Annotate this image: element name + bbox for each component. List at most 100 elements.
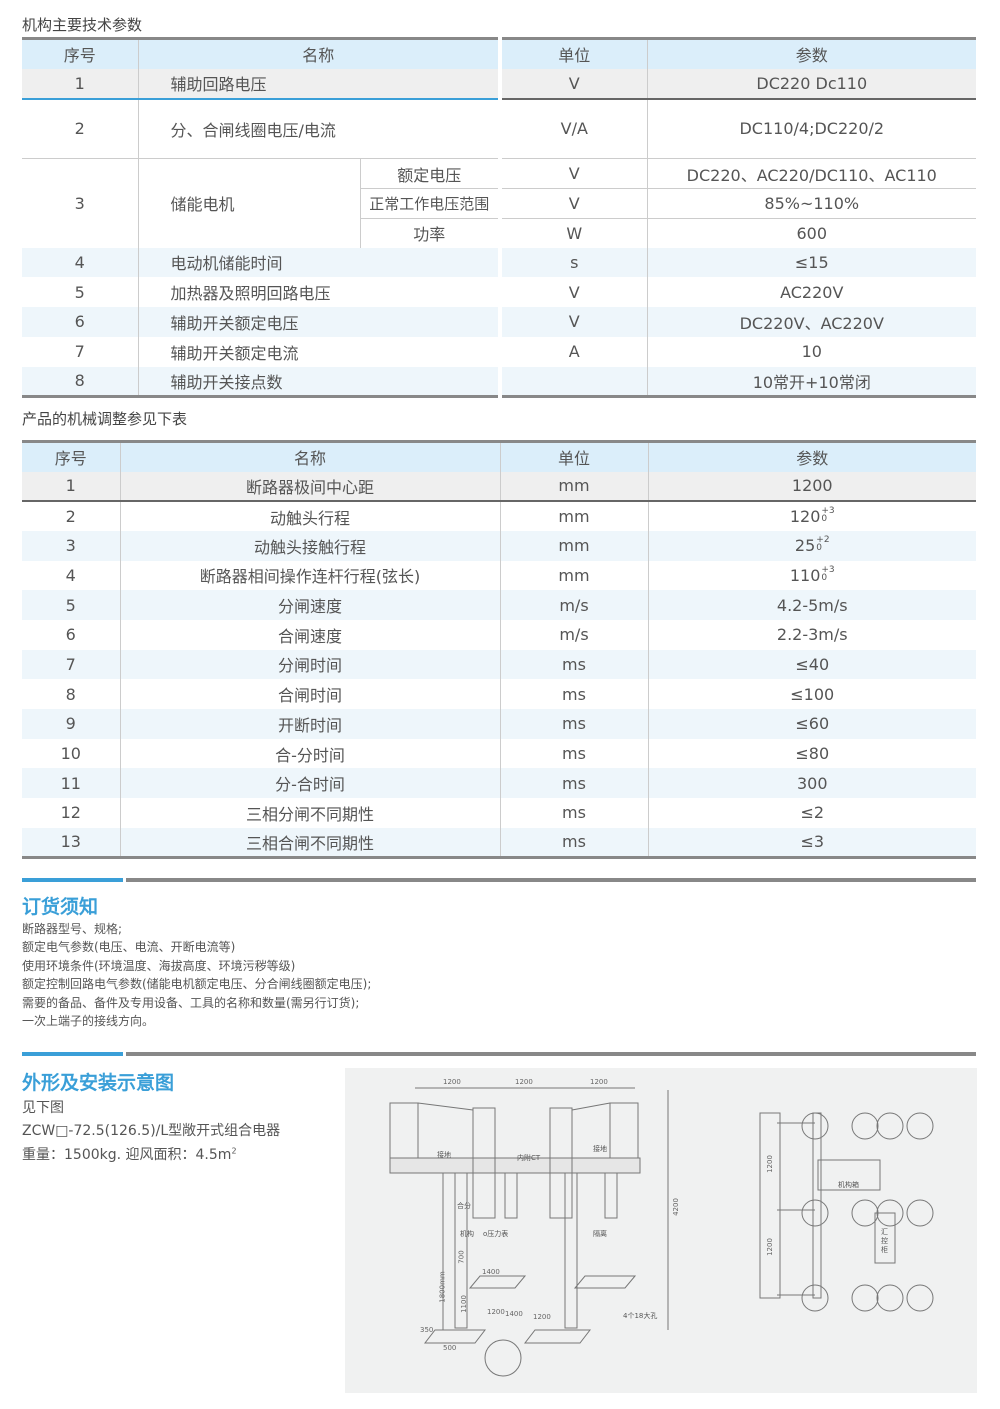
row-value: 120+3 0 — [647, 501, 976, 531]
drawing-label: 内附CT — [517, 1154, 541, 1162]
dimension-label: 1200 — [765, 1238, 774, 1256]
row-no: 6 — [22, 307, 138, 337]
row-no: 4 — [22, 247, 138, 278]
header-name: 名称 — [119, 440, 500, 472]
row-no: 11 — [22, 768, 120, 799]
header-value: 参数 — [646, 37, 977, 69]
tolerance-lower: 0 — [816, 543, 823, 554]
outline-title: 外形及安装示意图 — [22, 1072, 175, 1094]
installation-drawing: 1200 1200 1200 4200 1800mm 700 1100 1400 1200 140… — [345, 1068, 977, 1393]
row-name: 辅助开关额定电压 — [137, 307, 501, 337]
row-value: 110+3 0 — [647, 560, 976, 591]
row-name: 动触头行程 — [119, 501, 500, 531]
drawing-label: 汇控柜 — [881, 1228, 888, 1254]
row-no: 8 — [65, 684, 76, 704]
row-name: 断路器相间操作连杆行程(弦长) — [119, 560, 500, 591]
row-name: 辅助开关额定电流 — [137, 336, 501, 367]
dimension-label: 1200 — [533, 1313, 551, 1321]
drawing-label: 合分 — [457, 1202, 471, 1210]
section-divider-accent — [22, 878, 123, 882]
dimension-label: 1200 — [443, 1078, 461, 1086]
outline-weight: 重量：1500kg. 迎风面积：4.5m2 — [22, 1144, 237, 1164]
ordering-item: 使用环境条件(环境温度、海拔高度、环境污秽等级) — [22, 958, 296, 973]
dimension-label: 700 — [457, 1250, 466, 1264]
row-value: 10 — [646, 336, 977, 367]
row-value: 4.2-5m/s — [647, 590, 976, 620]
table-row: 2 动触头行程 mm 120+3 0 — [22, 501, 976, 531]
sub-unit: W — [498, 218, 648, 248]
row-name: 加热器及照明回路电压 — [137, 277, 501, 308]
pole-circle — [801, 1284, 829, 1312]
row-no: 10 — [60, 744, 81, 764]
row-unit — [498, 366, 648, 398]
dimension-label: 1800mm — [438, 1271, 447, 1303]
row-value: 2.2-3m/s — [647, 619, 976, 650]
row-value: ≤15 — [646, 247, 977, 278]
dimension-label: 500 — [443, 1344, 457, 1352]
row-name: 电动机储能时间 — [137, 247, 501, 278]
sub-name: 功率 — [359, 218, 501, 248]
value-text: 25 — [794, 536, 816, 556]
tolerance-upper: +2 — [816, 535, 830, 546]
table-row: 11 分-合时间 ms 300 — [22, 768, 976, 799]
table-row: 9 开断时间 ms ≤60 — [22, 709, 976, 739]
table-row: 10 合-分时间 ms ≤80 — [22, 738, 976, 769]
row-no: 6 — [65, 625, 76, 645]
table-row: 1 断路器极间中心距 mm 1200 — [22, 471, 976, 503]
sub-value: DC220、AC220/DC110、AC110 — [646, 158, 977, 189]
ordering-title: 订货须知 — [22, 896, 99, 918]
row-name: 合闸速度 — [119, 619, 500, 650]
header-no: 序号 — [22, 37, 138, 69]
value-text: 120 — [789, 507, 821, 527]
row-no: 4 — [65, 565, 76, 585]
tolerance-upper: +3 — [821, 506, 835, 517]
row-unit: mm — [499, 501, 648, 531]
table-row: 8 合闸时间 ms ≤100 — [22, 679, 976, 709]
table-row: 7 分闸时间 ms ≤40 — [22, 649, 976, 680]
pole-circle — [851, 1199, 879, 1227]
ordering-item: 需要的备品、备件及专用设备、工具的名称和数量(需另行订货); — [22, 995, 360, 1010]
row-unit: ms — [499, 827, 648, 859]
row-value: DC220 Dc110 — [646, 68, 977, 100]
drawing-label: 机构箱 — [838, 1181, 859, 1189]
tolerance-lower: 0 — [821, 572, 828, 583]
row-no: 7 — [74, 342, 85, 362]
dimension-label: 1400 — [505, 1310, 523, 1318]
pole-circle — [906, 1112, 934, 1140]
sub-unit: V — [498, 188, 648, 219]
drawing-label: 隔离 — [593, 1230, 607, 1238]
dimension-label: 4200 — [671, 1198, 680, 1216]
row-no: 3 — [22, 530, 120, 561]
row-no: 5 — [22, 590, 120, 620]
dimension-label: 350 — [420, 1326, 434, 1334]
row-name: 分闸速度 — [119, 590, 500, 620]
row-value: ≤80 — [647, 738, 976, 769]
row-no: 7 — [22, 649, 120, 680]
value-text: ≤100 — [790, 684, 835, 704]
section-divider-accent — [22, 1052, 123, 1056]
section-divider — [126, 878, 976, 882]
row-no: 5 — [74, 282, 85, 302]
header-value: 参数 — [647, 440, 976, 472]
row-unit: m/s — [499, 619, 648, 650]
drawing-label: o压力表 — [483, 1230, 509, 1238]
row-no: 1 — [22, 68, 138, 100]
row-unit: ms — [499, 768, 648, 799]
value-text: ≤2 — [800, 803, 825, 823]
value-text: 1200 — [791, 476, 833, 496]
sub-value: 600 — [646, 218, 977, 248]
row-name: 储能电机 — [137, 158, 360, 248]
header-unit: 单位 — [499, 440, 648, 472]
row-name: 分-合时间 — [119, 768, 500, 799]
row-value: ≤100 — [647, 679, 976, 709]
row-value: 1200 — [647, 471, 976, 503]
row-unit: ms — [499, 798, 648, 828]
pole-circle — [876, 1284, 904, 1312]
row-unit: ms — [499, 738, 648, 769]
row-unit: mm — [499, 530, 648, 561]
sub-name: 正常工作电压范围 — [359, 188, 501, 219]
tolerance: +3 0 — [821, 565, 834, 583]
row-value: 300 — [647, 768, 976, 799]
table-row: 5 分闸速度 m/s 4.2-5m/s — [22, 590, 976, 620]
row-no: 9 — [22, 709, 120, 739]
